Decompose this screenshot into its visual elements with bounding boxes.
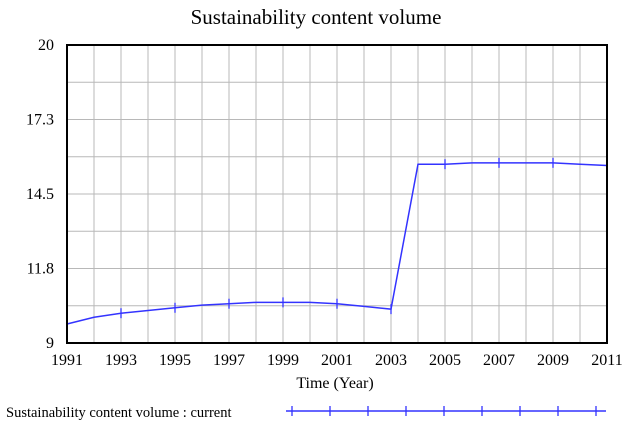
chart-title: Sustainability content volume [191,5,442,29]
y-tick-label: 14.5 [26,186,54,203]
x-tick-label: 1995 [159,352,191,369]
x-tick-label: 2011 [591,352,622,369]
x-axis-label: Time (Year) [296,375,373,392]
x-tick-label: 2009 [537,352,569,369]
legend-line-sample [286,406,606,416]
y-tick-label: 17.3 [26,112,54,129]
x-tick-label: 2003 [375,352,407,369]
legend: Sustainability content volume : current [6,405,606,421]
y-tick-label: 9 [46,335,54,352]
legend-label: Sustainability content volume : current [6,405,232,421]
x-axis-ticks: 1991 1993 1995 1997 1999 2001 2003 2005 2007 2009… [51,352,623,369]
x-tick-label: 1993 [105,352,137,369]
x-tick-label: 1991 [51,352,83,369]
y-tick-label: 11.8 [27,261,54,278]
grid [67,45,607,343]
y-tick-label: 20 [38,37,54,54]
x-tick-label: 1997 [213,352,245,369]
x-tick-label: 2005 [429,352,461,369]
y-axis-ticks: 20 17.3 14.5 11.8 9 [26,37,54,352]
plot-frame [66,44,608,344]
x-tick-label: 1999 [267,352,299,369]
x-tick-label: 2007 [483,352,515,369]
x-tick-label: 2001 [321,352,353,369]
